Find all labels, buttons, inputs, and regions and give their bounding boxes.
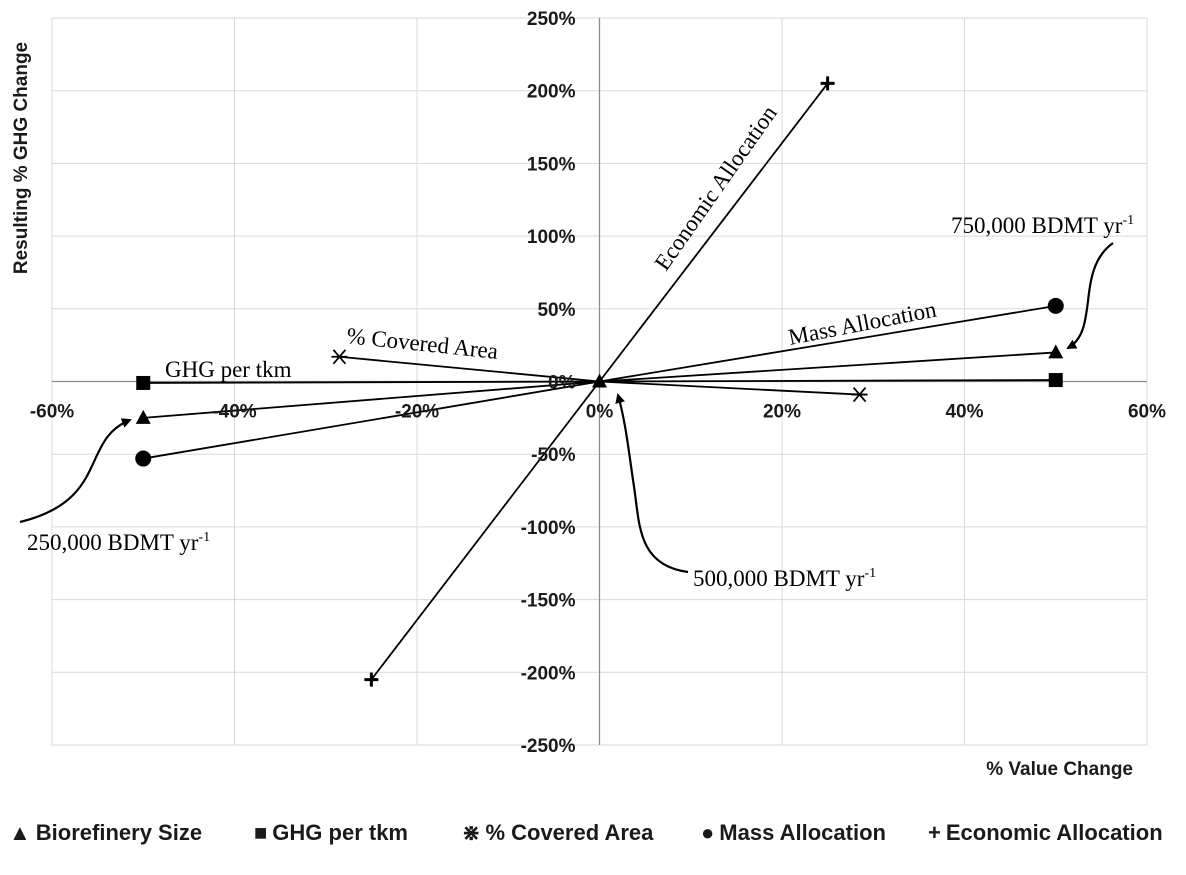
y-tick-label: -200%	[521, 663, 576, 684]
marker-triangle	[135, 409, 151, 424]
marker-square	[1048, 373, 1063, 388]
y-axis-title: Resulting % GHG Change	[11, 42, 32, 274]
legend-item-mass-allocation: ● Mass Allocation	[701, 820, 886, 846]
legend-item-covered-area: ⋇% Covered Area	[462, 820, 653, 846]
legend: ▲ Biorefinery Size ■ GHG per tkm ⋇% Covere…	[0, 820, 1186, 860]
y-tick-label: 0%	[548, 373, 576, 394]
x-tick-label: 60%	[1128, 402, 1166, 423]
annotation-mass-allocation: Mass Allocation	[786, 297, 939, 350]
y-tick-label: 200%	[527, 82, 576, 103]
y-tick-label: -50%	[531, 445, 575, 466]
marker-plus	[820, 76, 835, 91]
series-markers	[135, 76, 1064, 687]
y-tick-label: 250%	[527, 9, 576, 30]
x-tick-label: -60%	[30, 402, 74, 423]
legend-label: Mass Allocation	[719, 820, 886, 845]
marker-plus	[364, 672, 379, 687]
annotation-size-500: 500,000 BDMT yr-1	[693, 566, 876, 591]
legend-label: GHG per tkm	[272, 820, 408, 845]
callout-arrow-500	[615, 393, 689, 574]
legend-item-biorefinery-size: ▲ Biorefinery Size	[9, 820, 202, 846]
annotation-ghg-per-tkm: GHG per tkm	[165, 357, 292, 382]
x-tick-label: 0%	[586, 402, 614, 423]
annotation-covered-area: % Covered Area	[345, 323, 499, 364]
marker-circle	[1047, 297, 1064, 314]
marker-square	[136, 375, 151, 390]
marker-triangle	[1048, 344, 1064, 359]
marker-asterisk	[851, 387, 868, 403]
annotation-economic-allocation: Economic Allocation	[650, 101, 783, 275]
y-tick-label: 150%	[527, 154, 576, 175]
marker-circle	[135, 450, 152, 467]
triangle-icon: ▲	[9, 820, 31, 845]
callout-arrow-750	[1066, 242, 1114, 349]
y-tick-label: -250%	[521, 736, 576, 757]
circle-icon: ●	[701, 820, 715, 845]
annotation-size-750: 750,000 BDMT yr-1	[951, 213, 1134, 238]
callout-arrow-250	[19, 418, 132, 524]
annotation-size-250: 250,000 BDMT yr-1	[27, 530, 210, 555]
x-tick-label: -40%	[212, 402, 256, 423]
x-tick-label: 20%	[763, 402, 801, 423]
x-tick-label: -20%	[395, 402, 439, 423]
tick-labels: -60% -40% -20% 0% 20% 40% 60% 250% 200% 150% 100% 5…	[30, 9, 1166, 757]
plus-icon: +	[928, 820, 941, 845]
y-tick-label: -100%	[521, 518, 576, 539]
legend-label: Biorefinery Size	[35, 820, 203, 845]
legend-label: % Covered Area	[485, 820, 654, 845]
chart-canvas: -60% -40% -20% 0% 20% 40% 60% 250% 200% 150% 100% 5…	[11, 9, 1166, 780]
square-icon: ■	[254, 820, 268, 845]
y-tick-label: 100%	[527, 227, 576, 248]
marker-asterisk	[331, 349, 348, 365]
marker-triangle	[592, 373, 607, 388]
x-tick-label: 40%	[945, 402, 983, 423]
legend-label: Economic Allocation	[945, 820, 1163, 845]
legend-item-ghg-per-tkm: ■ GHG per tkm	[254, 820, 408, 846]
y-tick-label: 50%	[537, 300, 575, 321]
x-axis-title: % Value Change	[986, 759, 1133, 780]
y-tick-label: -150%	[521, 591, 576, 612]
legend-item-economic-allocation: + Economic Allocation	[928, 820, 1163, 846]
asterisk-icon: ⋇	[462, 820, 481, 845]
